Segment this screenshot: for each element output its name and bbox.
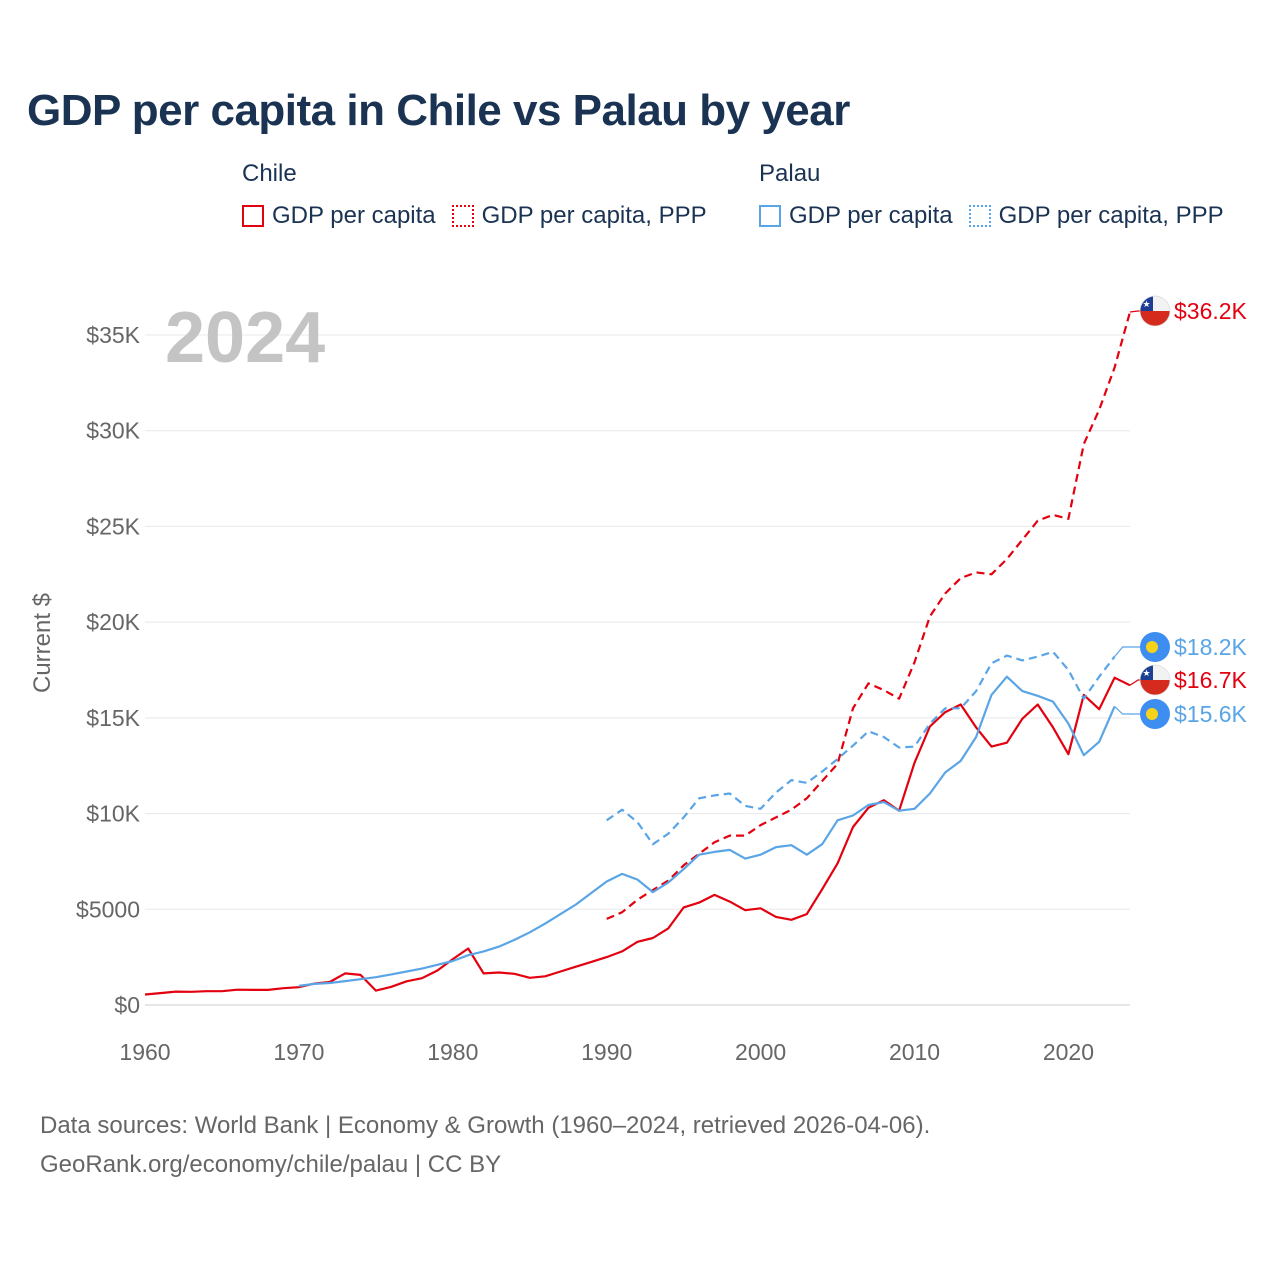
y-axis-title: Current $ [29, 593, 56, 693]
source-note: Data sources: World Bank | Economy & Gro… [40, 1106, 930, 1184]
legend-item-palau-ppp[interactable]: GDP per capita, PPP [968, 202, 1224, 230]
series-line-chile-solid [144, 676, 1131, 996]
series-lines [144, 311, 1132, 996]
y-tick-label: $5000 [76, 896, 140, 922]
y-tick-label: $25K [86, 513, 140, 539]
chile-flag-icon: ★ [1139, 664, 1171, 696]
legend-label: GDP per capita, PPP [998, 202, 1224, 229]
legend-swatch-solid-icon [242, 205, 264, 227]
source-line-1: Data sources: World Bank | Economy & Gro… [40, 1112, 931, 1139]
x-tick-label: 2000 [735, 1039, 786, 1065]
y-tick-label: $15K [86, 705, 140, 731]
legend-group-palau: Palau GDP per capita GDP per capita, PPP [759, 160, 1224, 230]
y-tick-label: $10K [86, 801, 140, 827]
end-value-label: $36.2K [1174, 298, 1248, 324]
x-tick-label: 1990 [581, 1039, 632, 1065]
series-line-chile-dashed [606, 311, 1132, 920]
x-tick-label: 1960 [119, 1039, 170, 1065]
series-line-palau-solid [298, 675, 1116, 987]
y-tick-label: $30K [86, 418, 140, 444]
svg-text:★: ★ [1142, 300, 1150, 310]
end-value-label: $16.7K [1174, 667, 1248, 693]
legend-item-chile-ppp[interactable]: GDP per capita, PPP [451, 202, 707, 230]
chile-flag-icon: ★ [1139, 295, 1171, 327]
end-labels: ★ $36.2K $18.2K ★ $16.7K $15.6K [1114, 295, 1248, 729]
label-connector [1114, 705, 1140, 715]
y-tick-label: $0 [114, 992, 140, 1018]
legend-label: GDP per capita [789, 202, 953, 229]
legend-group-label-chile: Chile [242, 160, 297, 187]
legend-label: GDP per capita [272, 202, 436, 229]
legend-item-chile-gdp[interactable]: GDP per capita [242, 202, 436, 230]
x-tick-label: 2010 [889, 1039, 940, 1065]
y-tick-label: $35K [86, 322, 140, 348]
legend-group-chile: Chile GDP per capita GDP per capita, PPP [242, 160, 707, 230]
svg-text:★: ★ [1142, 669, 1150, 679]
year-watermark: 2024 [165, 298, 325, 378]
legend-item-palau-gdp[interactable]: GDP per capita [759, 202, 953, 230]
legend-swatch-dashed-icon [968, 205, 991, 227]
x-tick-label: 1980 [427, 1039, 478, 1065]
source-line-2: GeoRank.org/economy/chile/palau | CC BY [40, 1151, 502, 1178]
end-value-label: $18.2K [1174, 634, 1248, 660]
palau-flag-icon [1140, 632, 1170, 662]
x-tick-label: 1970 [273, 1039, 324, 1065]
legend-swatch-solid-icon [759, 205, 781, 227]
end-value-label: $15.6K [1174, 701, 1248, 727]
label-connector [1129, 310, 1140, 313]
legend-group-label-palau: Palau [759, 160, 821, 187]
palau-flag-icon [1140, 699, 1170, 729]
legend-swatch-dashed-icon [451, 205, 474, 227]
y-tick-label: $20K [86, 609, 140, 635]
series-line-palau-dashed [606, 650, 1116, 846]
chart-title: GDP per capita in Chile vs Palau by year [27, 86, 850, 135]
grid [145, 334, 1130, 1006]
y-axis: $0 $5000 $10K $15K $20K $25K $30K $35K [76, 322, 141, 1018]
x-tick-label: 2020 [1043, 1039, 1094, 1065]
label-connector [1129, 679, 1140, 686]
x-axis: 1960 1970 1980 1990 2000 2010 2020 [119, 1039, 1094, 1065]
legend-label: GDP per capita, PPP [481, 202, 707, 229]
label-connector [1114, 646, 1140, 657]
